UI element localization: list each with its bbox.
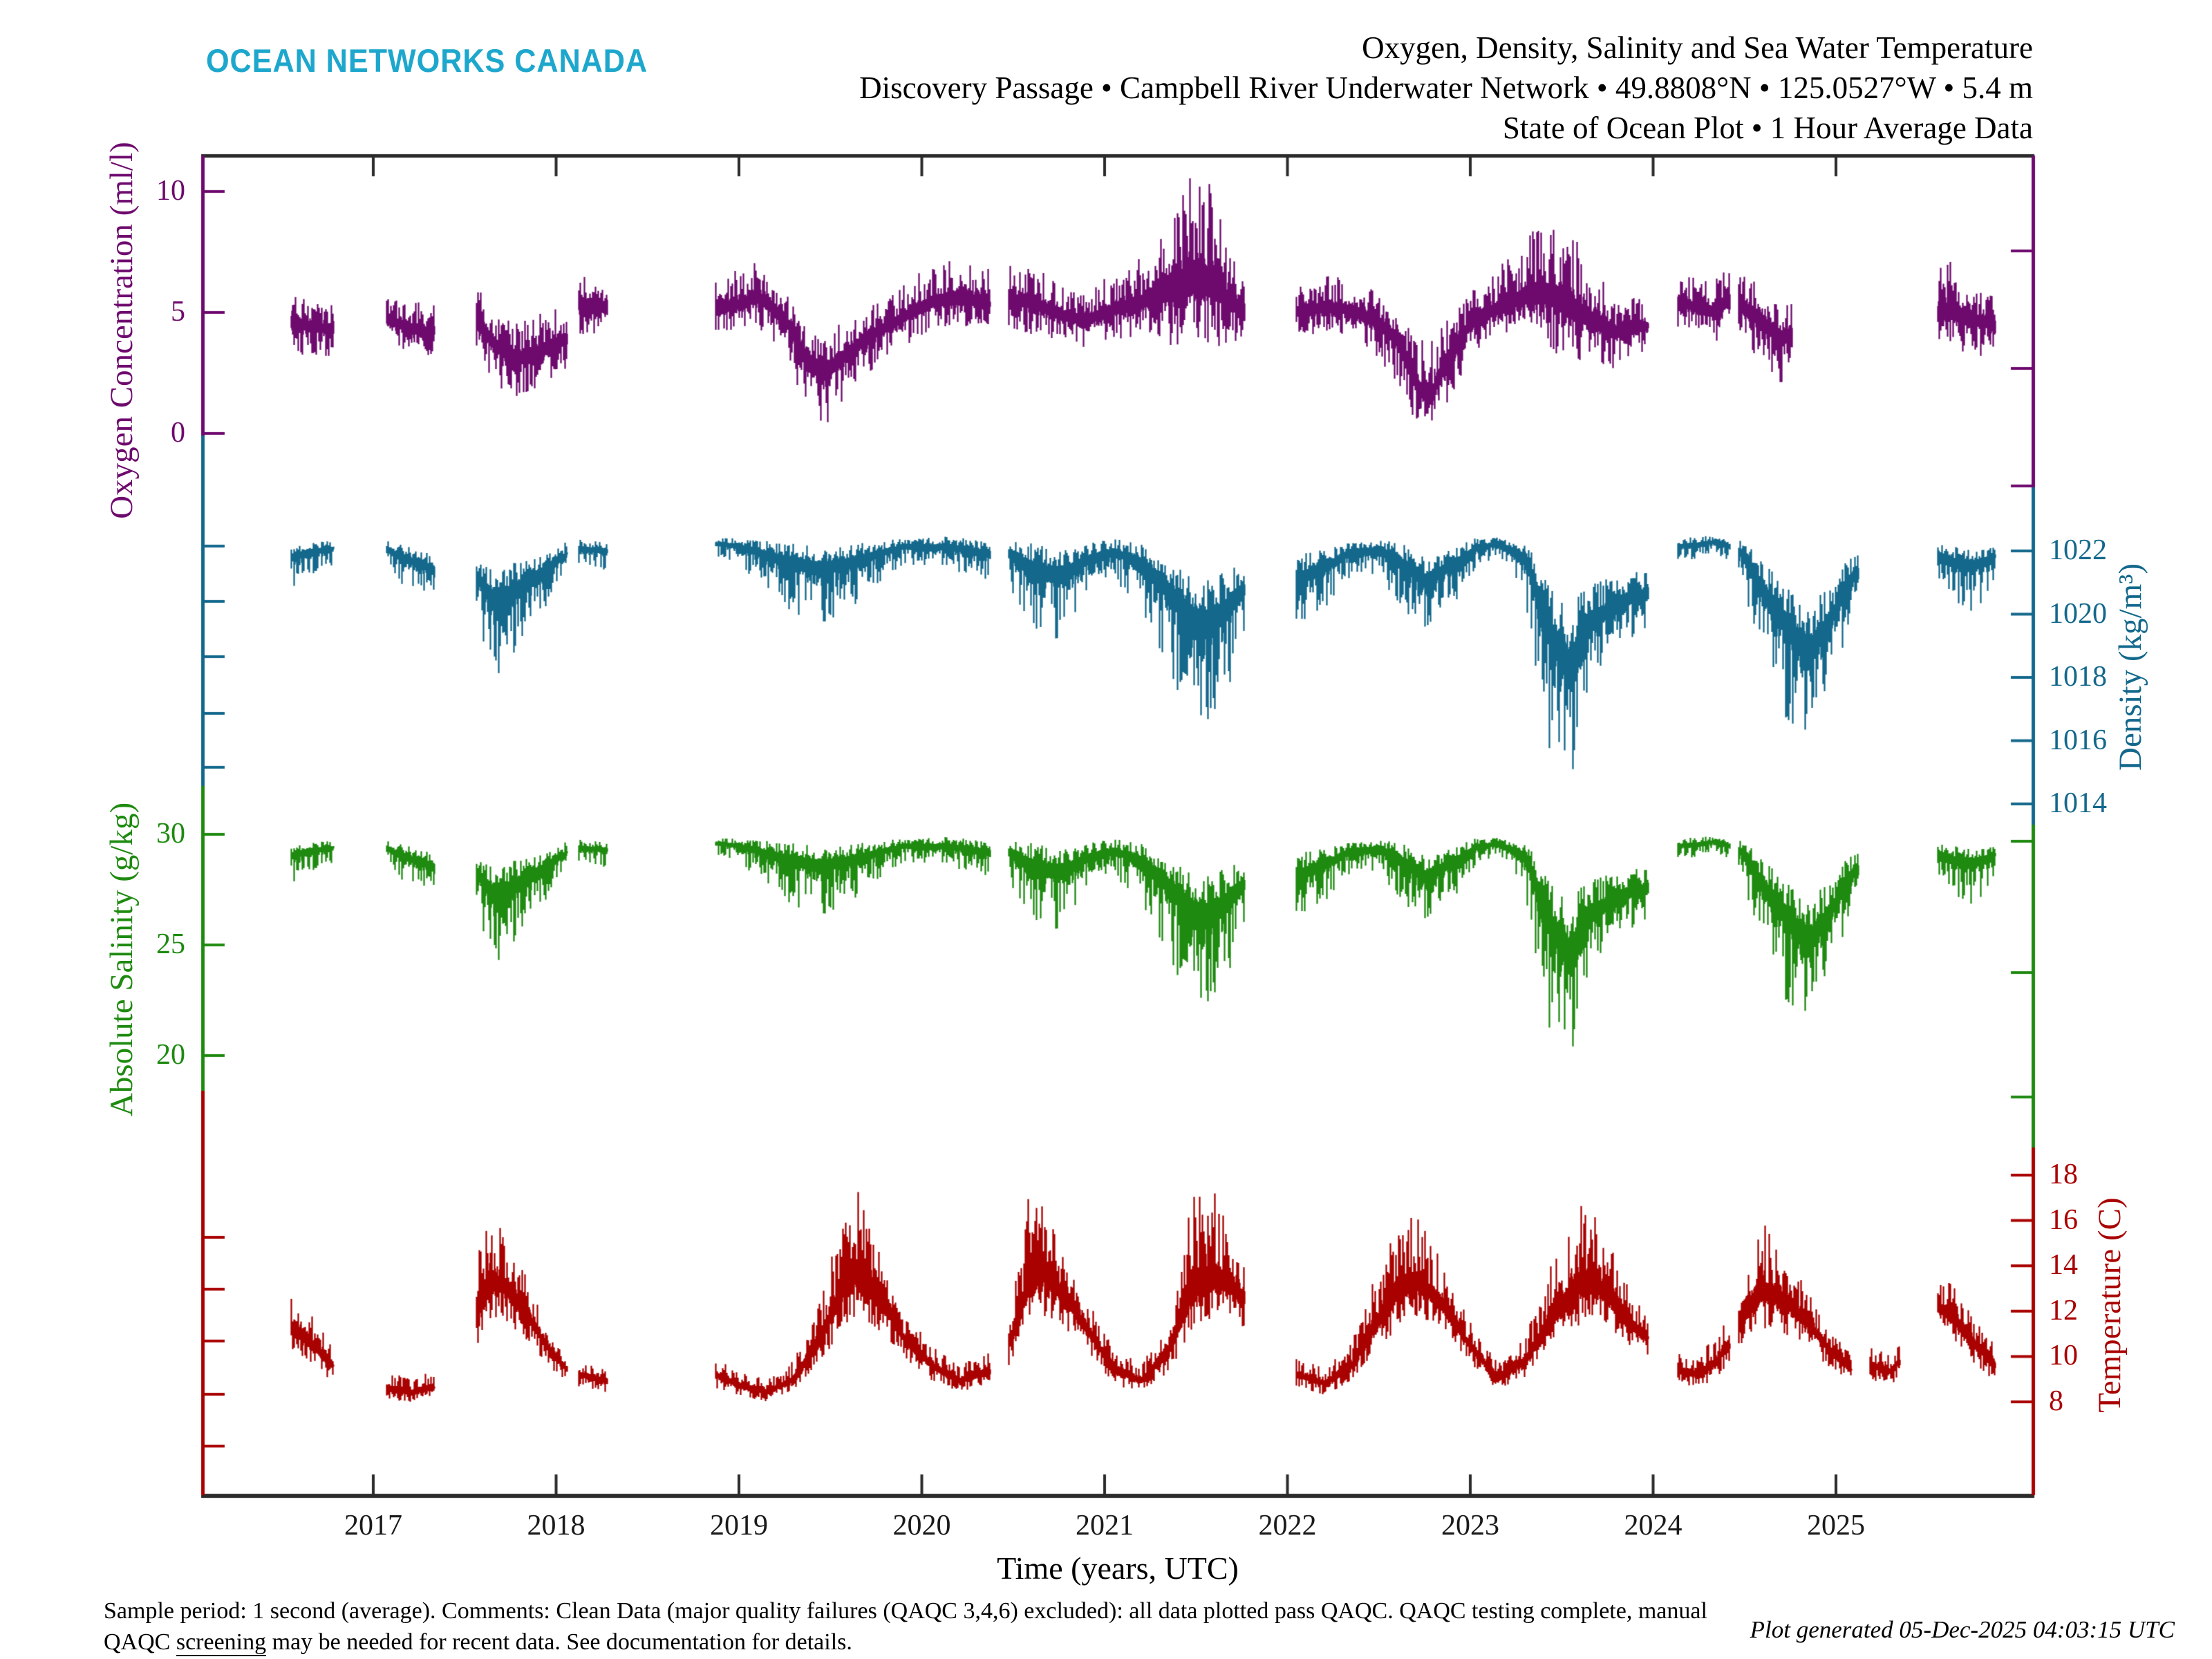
x-tick-label-2020: 2020 xyxy=(892,1510,951,1541)
x-tick-label-2023: 2023 xyxy=(1441,1510,1499,1541)
plot-title-block: Oxygen, Density, Salinity and Sea Water … xyxy=(859,28,2033,148)
x-tick-label-2025: 2025 xyxy=(1807,1510,1865,1541)
density-axis-label: Density (kg/m³) xyxy=(2112,563,2148,771)
footnote-line2: QAQC screening may be needed for recent … xyxy=(104,1627,1707,1658)
temperature-axis-label: Temperature (C) xyxy=(2092,1197,2128,1413)
x-axis-label: Time (years, UTC) xyxy=(997,1550,1239,1586)
plot-title-line2: Discovery Passage • Campbell River Under… xyxy=(859,71,2033,105)
ocean-networks-canada-logo: OCEAN NETWORKS CANADA xyxy=(206,42,648,79)
plot-title-line1: Oxygen, Density, Salinity and Sea Water … xyxy=(1362,30,2033,65)
x-tick-label-2022: 2022 xyxy=(1258,1510,1317,1541)
salinity-axis-label: Absolute Salinity (g/kg) xyxy=(104,802,140,1117)
plot-title-line3: State of Ocean Plot • 1 Hour Average Dat… xyxy=(1502,111,2033,145)
plot-generated-timestamp: Plot generated 05-Dec-2025 04:03:15 UTC xyxy=(1750,1616,2175,1643)
x-tick-label-2018: 2018 xyxy=(527,1510,585,1541)
oxygen-axis-label: Oxygen Concentration (ml/l) xyxy=(104,142,140,519)
footnote-line2-prefix: QAQC xyxy=(104,1629,176,1655)
x-tick-label-2019: 2019 xyxy=(710,1510,768,1541)
x-tick-label-2021: 2021 xyxy=(1076,1510,1134,1541)
x-tick-label-2024: 2024 xyxy=(1624,1510,1683,1541)
footnote-line2-underlined: screening xyxy=(176,1629,267,1656)
x-tick-label-2017: 2017 xyxy=(344,1510,402,1541)
footnote-line2-suffix: may be needed for recent data. See docum… xyxy=(266,1629,852,1655)
footnote-block: Sample period: 1 second (average). Comme… xyxy=(104,1595,1707,1658)
footnote-line1: Sample period: 1 second (average). Comme… xyxy=(104,1598,1707,1624)
